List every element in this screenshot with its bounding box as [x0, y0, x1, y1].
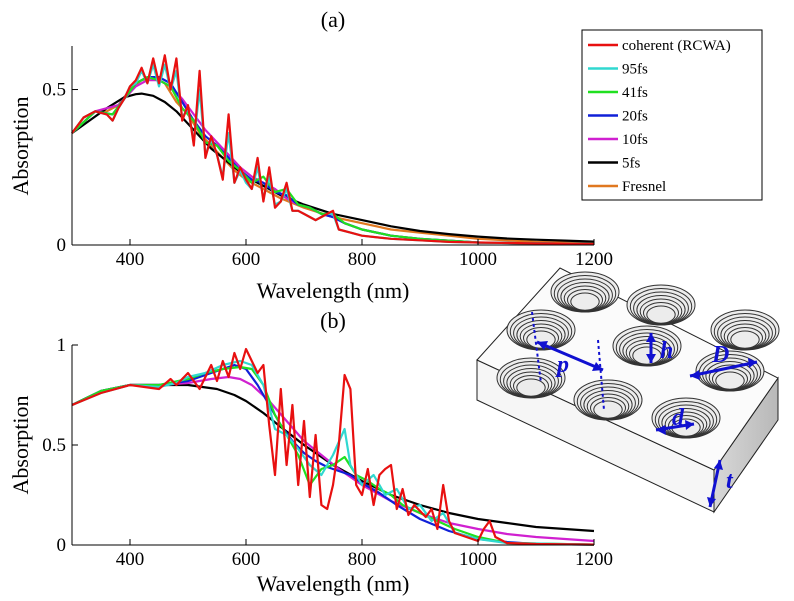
panel-b-plot: 400 600 800 1000 1200 0 0.5 1 [42, 335, 613, 570]
arrowhead [592, 362, 603, 371]
series-line-20fs [71, 363, 595, 546]
legend-label: 41fs [622, 85, 648, 101]
x-tick-label: 600 [232, 549, 261, 570]
legend-label: 95fs [622, 62, 648, 78]
series-line-5fs [71, 92, 595, 243]
x-tick-label: 1200 [575, 249, 613, 270]
legend-label: 10fs [622, 132, 648, 148]
hole [496, 357, 566, 399]
series-line-20fs [71, 75, 595, 246]
series-line-fresnel [71, 75, 595, 245]
arrowhead [748, 358, 757, 368]
panel-a-title: (a) [321, 7, 345, 32]
arrowhead [656, 425, 666, 435]
panel-a: (a) 400 600 800 1000 1200 0 0.5 Absorption Wav… [8, 7, 613, 303]
x-tick-label: 800 [348, 249, 377, 270]
x-tick-label: 800 [348, 549, 377, 570]
y-tick-label: 0.5 [42, 435, 66, 456]
arrowhead [646, 354, 656, 363]
arrowhead [714, 460, 723, 470]
label-h: h [660, 338, 673, 364]
series-line-95fs [71, 359, 595, 546]
outer-diameter-arrow [689, 360, 758, 378]
arrowhead [707, 497, 716, 507]
hole [612, 325, 682, 367]
label-p: p [555, 352, 569, 378]
series-line-41fs [71, 75, 595, 246]
series-line-coherent-rcwa- [71, 347, 595, 546]
panel-b-title: (b) [320, 308, 346, 333]
panel-b: (b) 400 600 800 1000 1200 0 0.5 1 Absorption Wa… [8, 308, 613, 596]
y-tick-label: 0.5 [42, 80, 66, 101]
x-tick-label: 1000 [459, 549, 497, 570]
x-tick-label: 400 [116, 249, 145, 270]
x-tick-label: 400 [116, 549, 145, 570]
x-tick-label: 600 [232, 249, 261, 270]
series-line-coherent-rcwa- [71, 54, 595, 246]
panel-b-ylabel: Absorption [8, 396, 33, 495]
hole [550, 271, 620, 313]
legend-label: 5fs [622, 156, 640, 172]
legend-label: Fresnel [622, 179, 666, 195]
panel-b-xlabel: Wavelength (nm) [257, 571, 410, 596]
x-tick-label: 1200 [575, 549, 613, 570]
x-tick-label: 1000 [459, 249, 497, 270]
series-line-10fs [71, 79, 595, 246]
hole [626, 284, 696, 326]
label-t: t [726, 468, 734, 494]
y-tick-label: 1 [57, 335, 67, 356]
panel-a-ylabel: Absorption [8, 97, 33, 196]
y-tick-label: 0 [57, 235, 67, 256]
arrowhead [685, 420, 694, 430]
arrowhead [690, 370, 700, 380]
legend-label: coherent (RCWA) [622, 38, 731, 54]
panel-a-xlabel: Wavelength (nm) [257, 278, 410, 303]
hole [695, 350, 765, 392]
period-arrow [536, 340, 604, 372]
arrowhead [646, 333, 656, 342]
structure-illustration: p h D d t [476, 267, 780, 514]
hole [506, 309, 576, 351]
label-D: D [711, 342, 729, 368]
hole [710, 309, 780, 351]
legend-label: 20fs [622, 109, 648, 125]
hole-array [496, 271, 780, 439]
hole [573, 379, 643, 421]
y-tick-label: 0 [57, 535, 67, 556]
legend: coherent (RCWA) 95fs 41fs 20fs 10fs 5fs Fresne… [581, 29, 763, 201]
label-d: d [672, 405, 685, 431]
arrowhead [537, 341, 548, 350]
panel-a-plot: 400 600 800 1000 1200 0 0.5 [42, 46, 613, 270]
